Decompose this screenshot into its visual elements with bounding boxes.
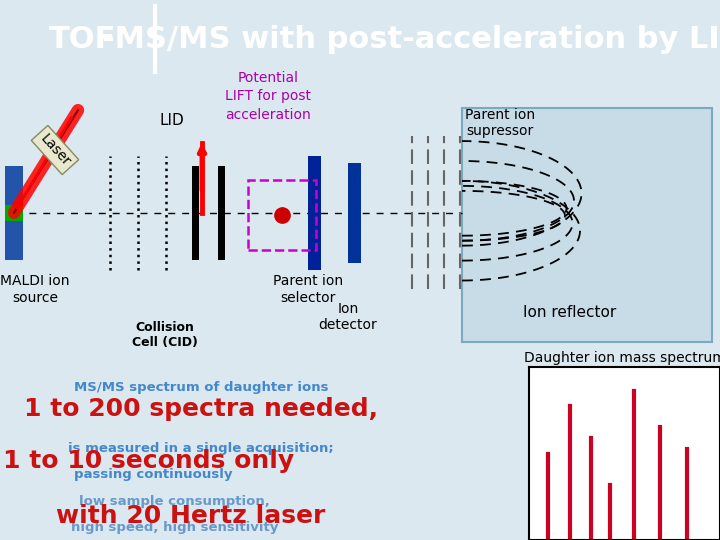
Text: Ion
detector: Ion detector [319,302,377,333]
Text: low sample consumption,: low sample consumption, [79,496,270,509]
Bar [308,156,321,269]
Text: Parent ion
supressor: Parent ion supressor [465,108,535,138]
Bar [348,163,361,262]
Text: is measured in a single acquisition;: is measured in a single acquisition; [68,442,334,455]
Bar [462,108,712,342]
Text: -MS/MS with post-acceleration by LIFT: -MS/MS with post-acceleration by LIFT [102,25,720,53]
Text: 1 to 200 spectra needed,: 1 to 200 spectra needed, [24,397,378,421]
Text: Potential
LIFT for post
acceleration: Potential LIFT for post acceleration [225,71,311,122]
Text: Ion reflector: Ion reflector [523,305,616,320]
Bar [218,166,225,260]
Text: LID: LID [160,113,184,127]
Text: MS/MS spectrum of daughter ions: MS/MS spectrum of daughter ions [74,381,328,394]
Text: MALDI ion
source: MALDI ion source [0,274,70,305]
Bar [192,166,199,260]
Text: 1 to 10 seconds only: 1 to 10 seconds only [3,449,294,472]
Text: Laser: Laser [37,131,73,168]
Text: TOF: TOF [49,25,117,53]
Bar [5,166,23,260]
Text: Collision
Cell (CID): Collision Cell (CID) [132,321,198,349]
Bar [248,180,316,249]
Text: Parent ion
selector: Parent ion selector [273,274,343,305]
Title: Daughter ion mass spectrum: Daughter ion mass spectrum [523,350,720,365]
Text: passing continuously: passing continuously [74,468,233,481]
Text: with 20 Hertz laser: with 20 Hertz laser [56,504,325,528]
Text: high speed, high sensitivity: high speed, high sensitivity [71,522,279,535]
Bar [5,205,23,221]
